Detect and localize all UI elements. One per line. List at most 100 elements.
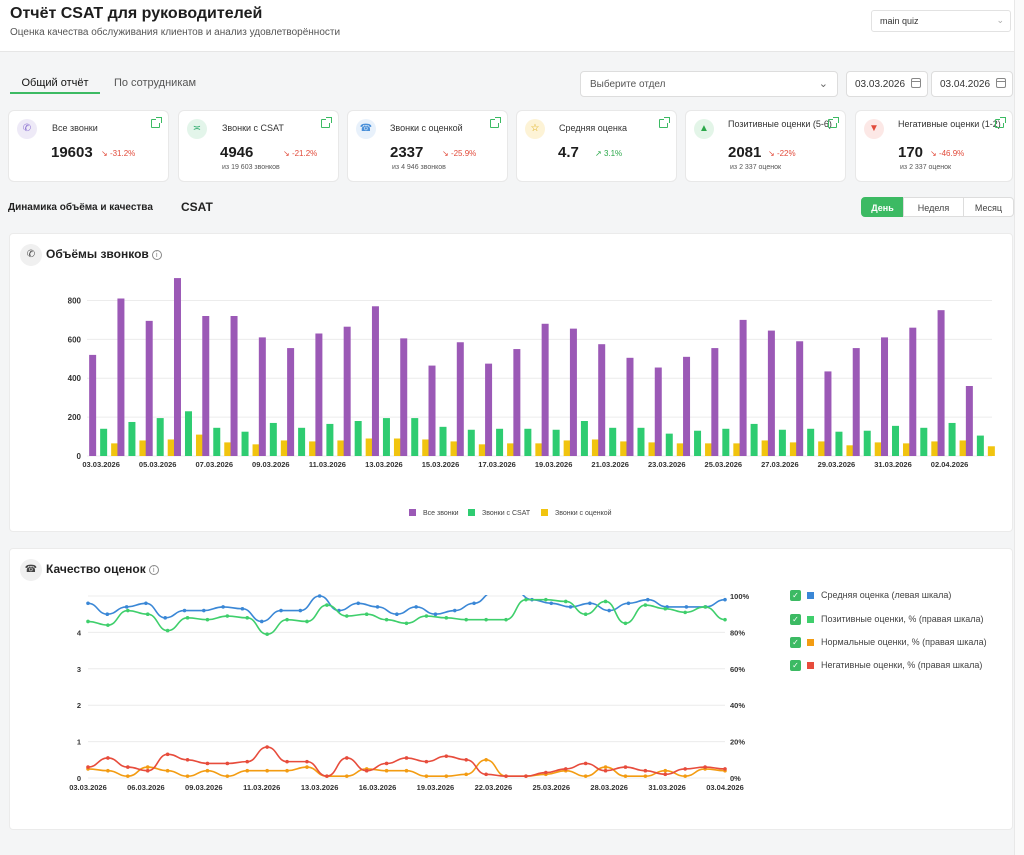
kpi-card: ☆ Средняя оценка 4.7 ↗ 3.1% [516,110,677,182]
y-tick-label: 0 [77,452,82,461]
series-point [524,774,528,778]
trend-down-icon: ↘ [768,149,775,158]
bar [789,442,797,456]
bar [269,422,277,456]
bar [892,425,900,456]
kpi-trend: ↘ -25.9% [442,149,476,158]
series-point [375,605,380,609]
external-link-icon[interactable] [995,117,1006,128]
y-left-tick-label: 0 [77,774,81,783]
series-point [544,770,548,775]
bar [846,445,854,456]
series-point [464,772,469,777]
kpi-trend-value: -31.2% [109,149,136,158]
bar [609,427,617,456]
x-tick-label: 13.03.2026 [365,460,403,469]
y-right-tick-label: 100% [730,592,750,601]
x-tick-label: 03.03.2026 [69,783,107,792]
bar [128,421,136,456]
checkbox-icon[interactable]: ✓ [790,637,801,648]
external-link-icon[interactable] [321,117,332,128]
bar [796,341,804,456]
external-link-icon[interactable] [828,117,839,128]
date-from-input[interactable]: 03.03.2026 [846,71,928,97]
tab-by-staff[interactable]: По сотрудникам [113,77,197,89]
series-point [588,601,592,606]
dynamics-title: Динамика объёма и качества [8,202,153,213]
series-point [703,605,707,609]
bar [382,418,390,456]
date-from-value: 03.03.2026 [855,79,906,90]
x-tick-label: 09.03.2026 [185,783,223,792]
kpi-value: 170 [898,144,924,161]
series-line [87,595,726,623]
series-point [305,759,309,764]
calendar-icon [911,78,921,88]
bar [903,443,911,456]
rated-calls-icon: ☎ [20,559,42,581]
series-point [185,774,190,778]
series-point [723,767,727,771]
series-point [444,754,449,758]
department-select[interactable]: Выберите отдел ⌄ [580,71,838,97]
x-tick-label: 31.03.2026 [648,783,686,792]
x-tick-label: 25.03.2026 [532,783,570,792]
quality-card-title-text: Качество оценок [46,562,146,576]
external-link-icon[interactable] [490,117,501,128]
external-link-icon[interactable] [151,117,162,128]
bar [920,427,928,456]
x-tick-label: 11.03.2026 [243,783,280,792]
series-point [145,768,150,773]
series-point [464,617,469,622]
legend-label: Звонки с оценкой [555,509,612,517]
kpi-card: ≍ Звонки с CSAT 4946 ↘ -21.2% из 19 603 звон… [178,110,339,182]
quiz-select[interactable]: main quiz ⌄ [871,10,1011,32]
kpi-value: 4.7 [558,144,579,161]
trend-down-icon: ↘ [101,149,108,158]
info-icon[interactable]: i [151,250,162,260]
series-point [325,774,329,778]
legend-swatch [807,662,814,669]
x-tick-label: 27.03.2026 [761,460,799,469]
checkbox-icon[interactable]: ✓ [790,660,801,671]
bar [733,443,741,456]
series-point [563,767,568,771]
bar [439,426,447,456]
period-month-button[interactable]: Месяц [963,197,1014,217]
info-icon[interactable]: i [148,565,159,575]
bar [959,440,967,456]
x-tick-label: 02.04.2026 [931,460,969,469]
series-point [185,616,190,620]
series-point [285,768,289,773]
bar [665,433,673,456]
kpi-card: ▼ Негативные оценки (1-2) 170 ↘ -46.9% из 2 … [855,110,1013,182]
tab-general-report[interactable]: Общий отчёт [10,77,100,94]
period-day-button[interactable]: День [861,197,904,217]
bar [694,430,702,456]
series-point [452,608,457,613]
period-week-button[interactable]: Неделя [903,197,964,217]
bar [552,429,560,456]
page-scrollbar[interactable] [1014,0,1024,855]
date-to-input[interactable]: 03.04.2026 [931,71,1013,97]
bar [450,441,458,456]
series-point [544,597,548,602]
kpi-value: 2081 [728,144,762,161]
external-link-icon[interactable] [659,117,670,128]
checkbox-icon[interactable]: ✓ [790,614,801,625]
series-point [205,768,210,773]
series-point [484,758,488,762]
series-point [504,617,508,622]
bar [591,439,599,456]
kpi-trend-value: 3.1% [603,149,623,158]
x-tick-label: 19.03.2026 [417,783,455,792]
legend-label: Все звонки [423,510,459,517]
bar [620,441,628,456]
checkbox-icon[interactable]: ✓ [790,590,801,601]
bar [252,444,260,456]
series-point [126,774,130,778]
bar [241,431,249,456]
series-point [240,606,245,611]
bar [195,434,203,456]
series-point [384,768,389,773]
